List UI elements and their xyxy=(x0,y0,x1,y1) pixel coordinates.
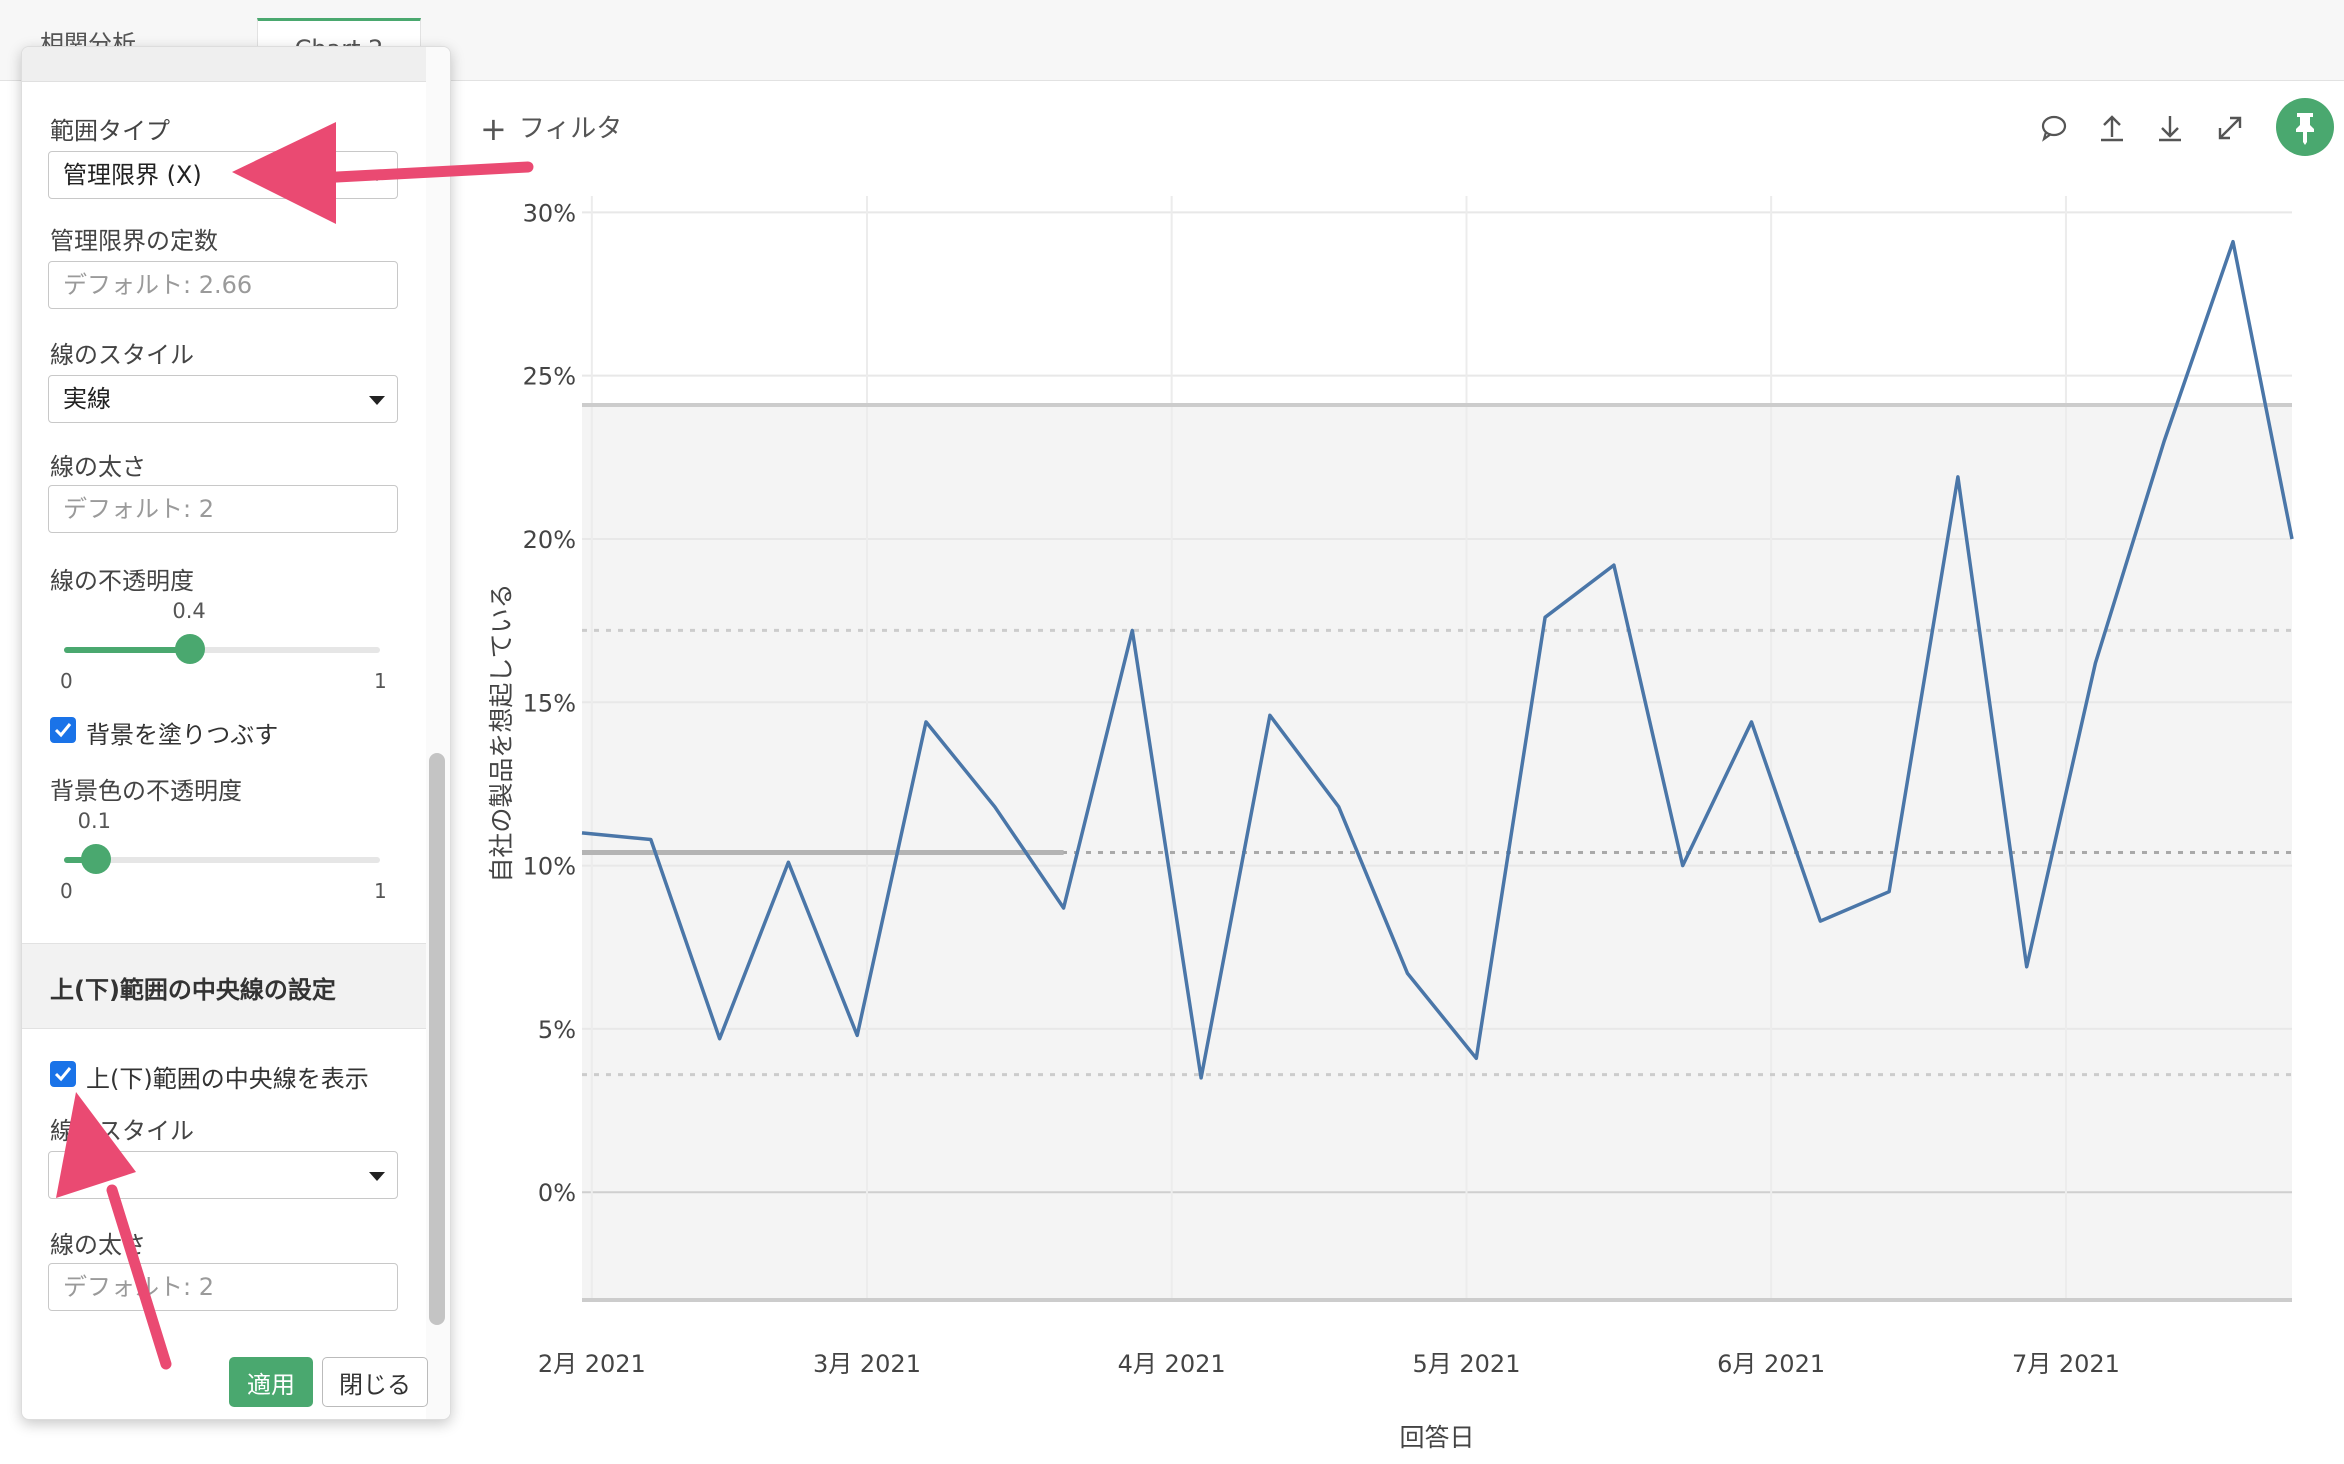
x-axis-title: 回答日 xyxy=(1399,1423,1474,1452)
bg-opacity-min: 0 xyxy=(60,879,73,903)
chevron-down-icon xyxy=(369,1172,385,1181)
opacity-slider-fill xyxy=(64,647,191,653)
close-button[interactable]: 閉じる xyxy=(322,1357,428,1407)
y-axis-title: 自社の製品を想起している xyxy=(487,583,516,882)
opacity-max: 1 xyxy=(374,669,387,693)
y-tick-label: 20% xyxy=(523,526,576,554)
series-line xyxy=(581,239,2294,1080)
line-style-label: 線のスタイル xyxy=(50,341,194,369)
center-line-width-input[interactable] xyxy=(48,1263,398,1311)
checkmark-icon xyxy=(54,723,72,738)
checkmark-icon xyxy=(54,1067,72,1082)
line-style-select[interactable]: 実線 xyxy=(48,375,398,423)
constant-label: 管理限界の定数 xyxy=(50,227,218,255)
add-filter-button[interactable]: + フィルタ xyxy=(480,108,622,148)
download-icon[interactable] xyxy=(2152,110,2188,146)
opacity-slider[interactable] xyxy=(64,634,380,664)
filter-label: フィルタ xyxy=(518,114,623,144)
bg-opacity-slider-thumb[interactable] xyxy=(80,844,111,874)
range-type-value: 管理限界 (X) xyxy=(63,161,202,189)
opacity-value: 0.4 xyxy=(172,599,206,623)
y-tick-label: 5% xyxy=(538,1016,576,1044)
upload-icon[interactable] xyxy=(2094,110,2130,146)
center-line-section-header: 上(下)範囲の中央線の設定 xyxy=(22,943,426,1029)
scrollbar-thumb[interactable] xyxy=(429,753,445,1325)
line-chart: 30% 25% 20% 15% 10% 5% 0% 2月 2021 3月 2021 4月 2021… xyxy=(440,180,2344,1464)
fill-bg-label: 背景を塗りつぶす xyxy=(86,721,279,749)
opacity-label: 線の不透明度 xyxy=(50,567,194,595)
bg-opacity-slider[interactable] xyxy=(64,844,380,874)
fill-bg-checkbox[interactable] xyxy=(50,717,76,743)
center-line-width-label: 線の太さ xyxy=(50,1231,146,1259)
x-tick-label: 2月 2021 xyxy=(538,1350,646,1378)
range-type-select[interactable]: 管理限界 (X) xyxy=(48,151,398,199)
plus-icon: + xyxy=(480,110,507,148)
line-width-label: 線の太さ xyxy=(50,453,146,481)
bg-opacity-value: 0.1 xyxy=(77,809,111,833)
y-tick-label: 15% xyxy=(523,689,576,717)
center-line-style-select[interactable] xyxy=(48,1151,398,1199)
expand-icon[interactable] xyxy=(2212,110,2248,146)
y-tick-label: 10% xyxy=(523,853,576,881)
x-tick-label: 7月 2021 xyxy=(2012,1350,2120,1378)
y-tick-label: 0% xyxy=(538,1179,576,1207)
chevron-down-icon xyxy=(369,172,385,181)
x-tick-label: 4月 2021 xyxy=(1118,1350,1226,1378)
line-style-value: 実線 xyxy=(63,385,111,413)
apply-button[interactable]: 適用 xyxy=(229,1357,313,1407)
y-tick-label: 30% xyxy=(523,199,576,227)
bg-opacity-max: 1 xyxy=(374,879,387,903)
settings-panel: 範囲タイプ 管理限界 (X) 管理限界の定数 線のスタイル 実線 線の太さ 線の… xyxy=(21,46,451,1420)
constant-input[interactable] xyxy=(48,261,398,309)
center-line-style-label: 線のスタイル xyxy=(50,1117,194,1145)
range-type-label: 範囲タイプ xyxy=(50,117,170,145)
panel-header-bar xyxy=(22,47,450,82)
y-tick-label: 25% xyxy=(523,363,576,391)
opacity-slider-thumb[interactable] xyxy=(175,634,206,664)
comment-icon[interactable] xyxy=(2036,110,2072,146)
chevron-down-icon xyxy=(369,396,385,405)
bg-opacity-label: 背景色の不透明度 xyxy=(50,777,242,805)
section-title: 上(下)範囲の中央線の設定 xyxy=(50,976,336,1004)
pin-button[interactable] xyxy=(2276,98,2334,156)
line-width-input[interactable] xyxy=(48,485,398,533)
show-center-line-checkbox[interactable] xyxy=(50,1061,76,1087)
show-center-line-label: 上(下)範囲の中央線を表示 xyxy=(86,1065,369,1093)
chart-svg: 30% 25% 20% 15% 10% 5% 0% 2月 2021 3月 2021 4月 2021… xyxy=(487,196,2294,1452)
x-tick-label: 6月 2021 xyxy=(1717,1350,1825,1378)
pin-icon xyxy=(2296,113,2314,145)
opacity-min: 0 xyxy=(60,669,73,693)
x-tick-label: 3月 2021 xyxy=(813,1350,921,1378)
bg-opacity-slider-fill xyxy=(64,857,96,863)
x-tick-label: 5月 2021 xyxy=(1412,1350,1520,1378)
